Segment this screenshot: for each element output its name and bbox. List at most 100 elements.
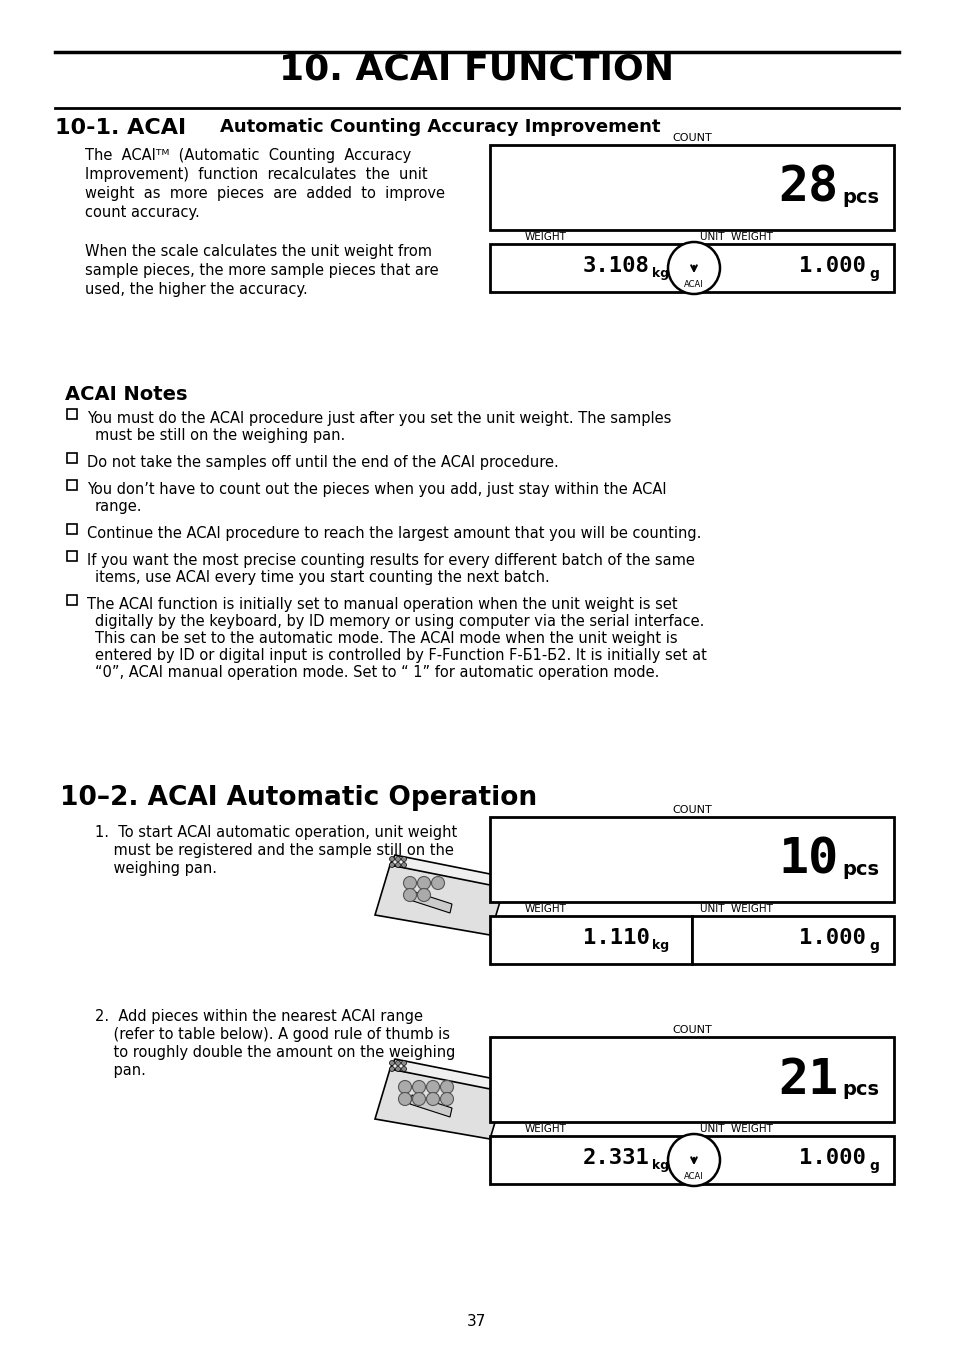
Text: 2.  Add pieces within the nearest ACAI range: 2. Add pieces within the nearest ACAI ra… [95, 1008, 422, 1025]
Text: ACAI: ACAI [683, 279, 703, 289]
Circle shape [403, 876, 416, 890]
Polygon shape [375, 865, 504, 936]
Text: used, the higher the accuracy.: used, the higher the accuracy. [85, 282, 308, 297]
Bar [691, 244, 893, 292]
Bar [490, 244, 691, 292]
Text: 1.000: 1.000 [799, 927, 865, 948]
Text: pcs: pcs [841, 188, 878, 207]
Text: count accuracy.: count accuracy. [85, 205, 199, 220]
Polygon shape [390, 855, 495, 886]
Circle shape [398, 1080, 411, 1094]
Bar [490, 1135, 691, 1184]
Text: When the scale calculates the unit weight from: When the scale calculates the unit weigh… [85, 244, 432, 259]
Text: The  ACAIᵀᴹ  (Automatic  Counting  Accuracy: The ACAIᵀᴹ (Automatic Counting Accuracy [85, 148, 411, 163]
Polygon shape [410, 1095, 452, 1116]
Text: WEIGHT: WEIGHT [524, 232, 566, 242]
Circle shape [440, 1092, 453, 1106]
Text: 10-1. ACAI: 10-1. ACAI [55, 117, 186, 138]
Text: Do not take the samples off until the end of the ACAI procedure.: Do not take the samples off until the en… [87, 455, 558, 470]
Circle shape [395, 863, 400, 868]
Circle shape [389, 856, 395, 861]
Circle shape [389, 1061, 395, 1065]
Text: If you want the most precise counting results for every different batch of the s: If you want the most precise counting re… [87, 554, 694, 568]
Bar [490, 817, 893, 902]
Circle shape [395, 856, 400, 861]
Text: must be still on the weighing pan.: must be still on the weighing pan. [95, 428, 345, 443]
Text: UNIT  WEIGHT: UNIT WEIGHT [700, 232, 772, 242]
Text: entered by ID or digital input is controlled by F-Function F-Ƃ1-Ƃ2. It is initia: entered by ID or digital input is contro… [95, 648, 706, 663]
Text: “0”, ACAI manual operation mode. Set to “ 1” for automatic operation mode.: “0”, ACAI manual operation mode. Set to … [95, 666, 659, 680]
Text: pan.: pan. [95, 1062, 146, 1079]
Circle shape [417, 876, 430, 890]
Circle shape [401, 863, 406, 868]
Bar [67, 454, 77, 463]
Circle shape [426, 1080, 439, 1094]
Text: Automatic Counting Accuracy Improvement: Automatic Counting Accuracy Improvement [220, 117, 659, 136]
Bar [490, 1037, 893, 1122]
Text: digitally by the keyboard, by ID memory or using computer via the serial interfa: digitally by the keyboard, by ID memory … [95, 614, 703, 629]
Text: UNIT  WEIGHT: UNIT WEIGHT [700, 904, 772, 914]
Text: 10: 10 [778, 836, 838, 883]
Circle shape [412, 1092, 425, 1106]
Polygon shape [410, 891, 452, 913]
Text: g: g [868, 940, 878, 953]
Text: (refer to table below). A good rule of thumb is: (refer to table below). A good rule of t… [95, 1027, 450, 1042]
Text: range.: range. [95, 500, 142, 514]
Text: 37: 37 [467, 1315, 486, 1330]
Text: 1.000: 1.000 [799, 256, 865, 275]
Bar [67, 409, 77, 418]
Text: weighing pan.: weighing pan. [95, 861, 216, 876]
Polygon shape [375, 1069, 504, 1139]
Text: ACAI Notes: ACAI Notes [65, 385, 188, 404]
Circle shape [389, 863, 395, 868]
Text: kg: kg [651, 1160, 668, 1173]
Text: pcs: pcs [841, 1080, 878, 1099]
Text: kg: kg [651, 940, 668, 953]
Text: WEIGHT: WEIGHT [524, 904, 566, 914]
Text: pcs: pcs [841, 860, 878, 879]
Circle shape [395, 1061, 400, 1065]
Circle shape [395, 1066, 400, 1072]
Circle shape [401, 1066, 406, 1072]
Circle shape [412, 1080, 425, 1094]
Text: You don’t have to count out the pieces when you add, just stay within the ACAI: You don’t have to count out the pieces w… [87, 482, 666, 497]
Text: 21: 21 [778, 1056, 838, 1103]
Circle shape [667, 242, 720, 294]
Bar [67, 524, 77, 535]
Text: weight  as  more  pieces  are  added  to  improve: weight as more pieces are added to impro… [85, 186, 444, 201]
Text: You must do the ACAI procedure just after you set the unit weight. The samples: You must do the ACAI procedure just afte… [87, 410, 671, 427]
Bar [691, 917, 893, 964]
Text: 1.000: 1.000 [799, 1148, 865, 1168]
Text: WEIGHT: WEIGHT [524, 1125, 566, 1134]
Circle shape [440, 1080, 453, 1094]
Text: 10–2. ACAI Automatic Operation: 10–2. ACAI Automatic Operation [60, 784, 537, 811]
Text: COUNT: COUNT [672, 1025, 711, 1035]
Bar [691, 1135, 893, 1184]
Circle shape [401, 1061, 406, 1065]
Text: g: g [868, 267, 878, 281]
Text: Continue the ACAI procedure to reach the largest amount that you will be countin: Continue the ACAI procedure to reach the… [87, 526, 700, 541]
Text: 28: 28 [778, 163, 838, 212]
Text: 3.108: 3.108 [582, 256, 649, 275]
Text: 2.331: 2.331 [582, 1148, 649, 1168]
Text: The ACAI function is initially set to manual operation when the unit weight is s: The ACAI function is initially set to ma… [87, 597, 677, 612]
Text: to roughly double the amount on the weighing: to roughly double the amount on the weig… [95, 1045, 455, 1060]
Text: sample pieces, the more sample pieces that are: sample pieces, the more sample pieces th… [85, 263, 438, 278]
Circle shape [417, 888, 430, 902]
Text: must be registered and the sample still on the: must be registered and the sample still … [95, 842, 454, 859]
Bar [490, 917, 691, 964]
Text: items, use ACAI every time you start counting the next batch.: items, use ACAI every time you start cou… [95, 570, 549, 585]
Bar [490, 144, 893, 230]
Circle shape [401, 856, 406, 861]
Text: g: g [868, 1160, 878, 1173]
Circle shape [431, 876, 444, 890]
Text: COUNT: COUNT [672, 805, 711, 815]
Circle shape [389, 1066, 395, 1072]
Bar [67, 481, 77, 490]
Circle shape [398, 1092, 411, 1106]
Text: COUNT: COUNT [672, 134, 711, 143]
Text: ACAI: ACAI [683, 1172, 703, 1181]
Text: 1.110: 1.110 [582, 927, 649, 948]
Bar [67, 551, 77, 562]
Text: UNIT  WEIGHT: UNIT WEIGHT [700, 1125, 772, 1134]
